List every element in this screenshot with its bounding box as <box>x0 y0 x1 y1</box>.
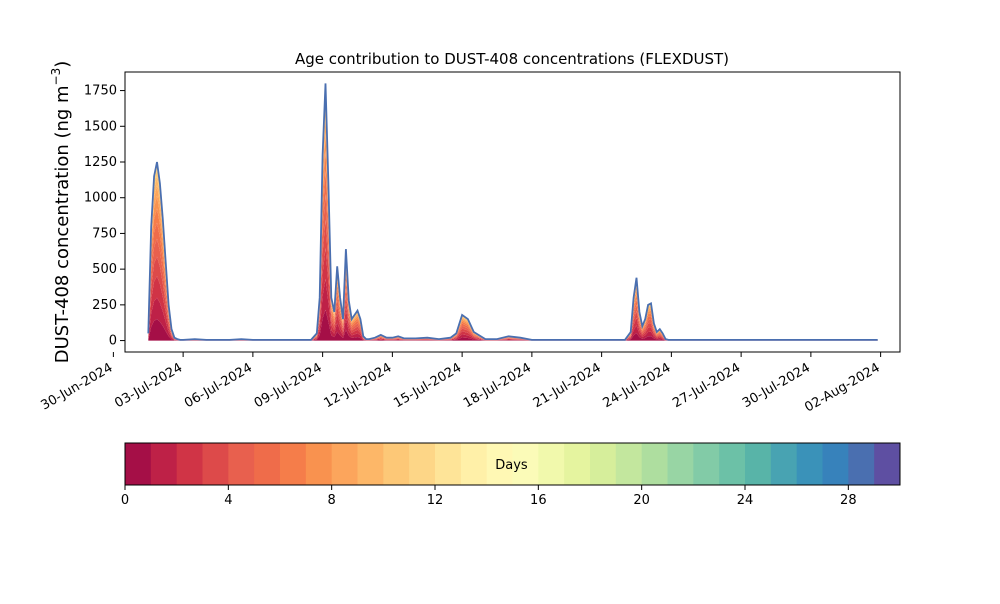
colorbar-segment <box>796 443 823 485</box>
x-tick-label: 15-Jul-2024 <box>391 360 464 411</box>
colorbar-tick-label: 12 <box>427 493 444 508</box>
age-band-area <box>148 83 878 340</box>
y-tick-label: 1000 <box>84 191 117 206</box>
x-tick-label: 18-Jul-2024 <box>461 360 534 411</box>
age-band-area <box>148 93 878 340</box>
colorbar-tick-label: 8 <box>328 493 336 508</box>
y-tick-label: 750 <box>92 226 117 241</box>
colorbar-segment <box>460 443 488 485</box>
y-axis-label-text: DUST-408 concentration (ng m <box>52 85 73 363</box>
y-tick-label: 1250 <box>84 155 117 170</box>
colorbar-segment <box>874 443 901 485</box>
y-tick-label: 1500 <box>84 119 117 134</box>
colorbar-segment <box>305 443 333 485</box>
x-tick-label: 06-Jul-2024 <box>182 360 255 411</box>
age-band-area <box>148 170 878 341</box>
colorbar-segment <box>409 443 436 485</box>
colorbar-segment <box>615 443 643 485</box>
colorbar-segment <box>693 443 720 485</box>
age-band-area <box>148 194 878 341</box>
colorbar-segment <box>280 443 307 485</box>
colorbar-segment <box>667 443 694 485</box>
x-tick-label: 24-Jul-2024 <box>601 360 674 411</box>
x-tick-label: 21-Jul-2024 <box>531 360 604 411</box>
colorbar-segment <box>641 443 668 485</box>
y-tick-label: 0 <box>109 334 117 349</box>
colorbar-segment <box>176 443 203 485</box>
colorbar-tick-label: 20 <box>633 493 650 508</box>
colorbar-segment <box>512 443 539 485</box>
y-tick-label: 250 <box>92 298 117 313</box>
colorbar-frame <box>124 442 901 486</box>
x-tick-label: 30-Jun-2024 <box>39 360 116 413</box>
plot-frame <box>124 71 901 353</box>
age-band-area <box>148 278 878 341</box>
colorbar-segment <box>486 443 513 485</box>
colorbar-segment <box>590 443 617 485</box>
colorbar-segment <box>745 443 772 485</box>
colorbar-label: Days <box>495 458 528 473</box>
age-band-area <box>148 88 878 340</box>
colorbar-segment <box>770 443 798 485</box>
x-tick-label: 03-Jul-2024 <box>112 360 185 411</box>
age-band-area <box>148 248 878 341</box>
colorbar-segment <box>254 443 281 485</box>
colorbar-tick-label: 24 <box>737 493 754 508</box>
x-tick-label: 12-Jul-2024 <box>322 360 395 411</box>
age-band-area <box>148 219 878 341</box>
colorbar-segment <box>435 443 462 485</box>
colorbar-tick-label: 0 <box>121 493 129 508</box>
colorbar-tick-label: 28 <box>840 493 857 508</box>
plot-area: 0 250 500 750 1000 1250 1500 1750 30-Jun-202403-… <box>39 71 901 416</box>
x-tick-label: 09-Jul-2024 <box>252 360 325 411</box>
colorbar-segment <box>719 443 746 485</box>
colorbar: 0 4 8 12 16 20 24 28 Days <box>121 442 901 508</box>
colorbar-tick-label: 4 <box>224 493 232 508</box>
colorbar-segment <box>150 443 178 485</box>
colorbar-segment <box>822 443 849 485</box>
colorbar-segment <box>228 443 255 485</box>
x-tick-label: 27-Jul-2024 <box>670 360 743 411</box>
age-band-area <box>148 116 878 341</box>
colorbar-segment <box>383 443 410 485</box>
y-tick-label: 1750 <box>84 84 117 99</box>
colorbar-segment <box>202 443 229 485</box>
colorbar-segment <box>331 443 358 485</box>
y-axis-label-close: ) <box>52 61 73 68</box>
total-concentration-line <box>147 83 878 341</box>
colorbar-segment <box>564 443 591 485</box>
x-tick-label: 02-Aug-2024 <box>802 360 882 415</box>
age-band-area <box>148 309 878 341</box>
age-band-area <box>148 132 878 340</box>
y-tick-label: 500 <box>92 262 117 277</box>
y-axis-label: DUST-408 concentration (ng m−3) <box>49 61 73 364</box>
colorbar-tick-label: 16 <box>530 493 547 508</box>
colorbar-segment <box>848 443 875 485</box>
age-band-area <box>148 86 878 340</box>
colorbar-segment <box>538 443 565 485</box>
colorbar-segment <box>357 443 384 485</box>
svg-text:DUST-408 concentration (ng m−3: DUST-408 concentration (ng m−3) <box>49 61 73 364</box>
age-bands <box>148 83 878 341</box>
y-axis-label-superscript: −3 <box>49 68 63 86</box>
colorbar-segment <box>125 443 152 485</box>
age-band-area <box>148 104 878 340</box>
chart-title: Age contribution to DUST-408 concentrati… <box>295 50 729 68</box>
age-band-area <box>148 150 878 341</box>
